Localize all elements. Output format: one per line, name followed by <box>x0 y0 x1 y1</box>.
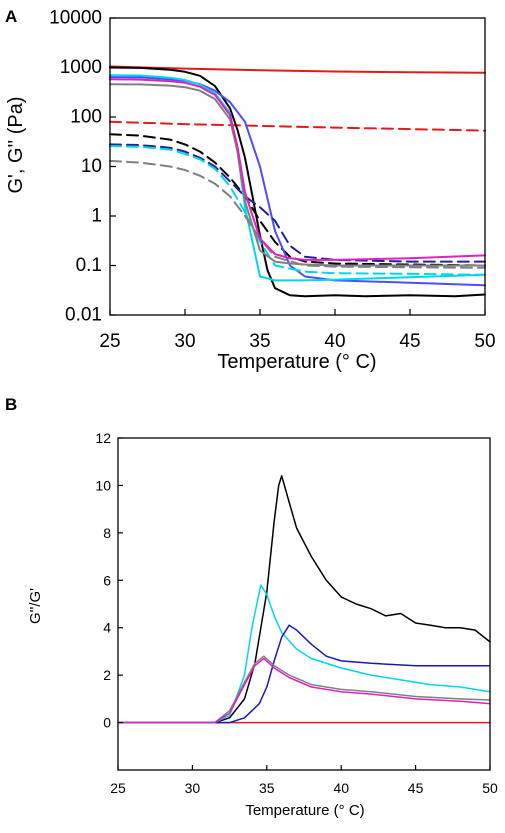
panel-a-series-2-line <box>109 120 486 132</box>
panel-b-series-4-line <box>117 624 491 724</box>
panel-b-y-tick-label: 8 <box>103 525 111 541</box>
panel-a-y-tick-label: 0.01 <box>65 305 102 326</box>
panel-b-x-tick-label: 35 <box>259 780 275 796</box>
panel-a-label: A <box>5 7 17 26</box>
panel-b-plot-frame <box>117 437 491 771</box>
panel-b-y-tick-label: 10 <box>95 477 111 493</box>
panel-a-series-6-line <box>109 143 486 263</box>
panel-a-series-5-line <box>109 76 486 287</box>
panel-b-x-tick-label: 40 <box>333 780 349 796</box>
panel-a-x-axis-label: Temperature (° C) <box>217 351 376 373</box>
panel-a-x-tick-label: 25 <box>99 331 120 352</box>
panel-b-x-tick-label: 30 <box>185 780 201 796</box>
panel-a-series-9-line <box>109 83 486 267</box>
panel-b: B 25 30 35 40 45 50 0 2 4 6 8 10 12 Temperature (° C… <box>5 395 498 819</box>
panel-b-y-tick-label: 2 <box>103 667 111 683</box>
panel-b-y-axis-label: G''/G' <box>27 588 44 624</box>
panel-b-ticks: 25 30 35 40 45 50 0 2 4 6 8 10 12 <box>95 430 498 796</box>
panel-b-label: B <box>5 395 17 414</box>
panel-b-series-6-line <box>117 657 491 724</box>
panel-b-x-tick-label: 25 <box>110 780 126 796</box>
panel-b-x-tick-label: 50 <box>482 780 498 796</box>
panel-a-lines <box>109 65 486 298</box>
panel-a-y-tick-label: 10 <box>81 156 102 177</box>
panel-b-y-tick-label: 4 <box>103 620 111 636</box>
panel-a-x-tick-label: 45 <box>399 331 420 352</box>
panel-b-x-tick-label: 45 <box>408 780 424 796</box>
panel-a-x-tick-label: 50 <box>474 331 495 352</box>
panel-a-ticks: 25 30 35 40 45 50 0.01 0.1 1 10 100 1000 10000 <box>49 8 495 353</box>
panel-a-series-10-line <box>109 159 486 269</box>
panel-a-series-7-line <box>109 74 486 282</box>
panel-a-y-tick-label: 0.1 <box>76 255 102 276</box>
panel-b-lines <box>117 475 491 724</box>
panel-a-y-tick-label: 100 <box>70 107 102 128</box>
panel-b-y-tick-label: 0 <box>103 715 111 731</box>
panel-a-y-tick-label: 1000 <box>60 57 102 78</box>
panel-b-series-3-line <box>117 584 491 724</box>
panel-a-x-tick-label: 40 <box>324 331 345 352</box>
panel-a-x-tick-label: 30 <box>174 331 195 352</box>
panel-b-y-tick-label: 12 <box>95 430 111 446</box>
panel-a: A 25 30 35 40 45 50 0.01 0.1 1 10 100 1000 10000 Tem… <box>5 7 496 373</box>
panel-b-x-axis-label: Temperature (° C) <box>245 802 364 819</box>
panel-a-series-8-line <box>109 145 486 276</box>
panel-a-y-tick-label: 1 <box>91 206 102 227</box>
panel-a-y-axis-label: G', G'' (Pa) <box>5 96 27 193</box>
panel-a-x-tick-label: 35 <box>249 331 270 352</box>
panel-b-y-tick-label: 6 <box>103 572 111 588</box>
panel-b-series-5-line <box>117 655 491 724</box>
panel-a-series-11-line <box>109 78 486 261</box>
panel-a-series-4-line <box>109 133 486 267</box>
panel-a-series-1-line <box>109 65 486 74</box>
panel-a-y-tick-label: 10000 <box>49 8 102 29</box>
